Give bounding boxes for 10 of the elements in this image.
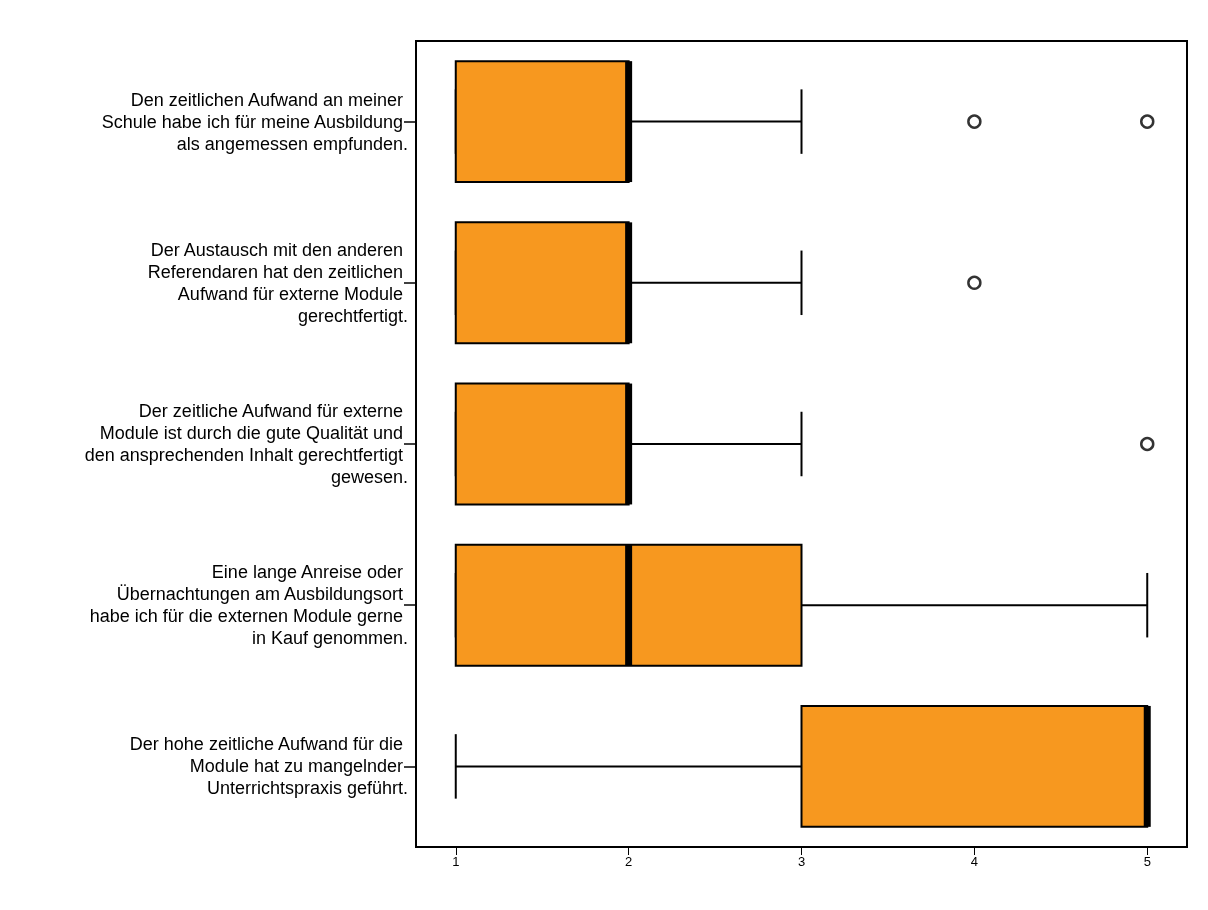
y-tick-label: Den zeitlichen Aufwand an meiner Schule habe ich für meine Ausbildung als angemessen empfunden. xyxy=(101,89,408,154)
x-tick-label: 4 xyxy=(970,854,978,869)
y-tick-label: Der hohe zeitliche Aufwand für die Module hat zu mangelnder Unterrichtspraxis geführt. xyxy=(129,734,408,799)
y-tick-label: Der Austausch mit den anderen Referendaren hat den zeitlichen Aufwand für externe Module gerechtfertigt. xyxy=(147,239,408,326)
x-tick-label: 2 xyxy=(625,854,633,869)
y-tick-label: Der zeitliche Aufwand für externe Module ist durch die gute Qualität und den ansprechenden Inhalt gerechtfertigt gewesen. xyxy=(84,401,408,487)
x-tick-label: 5 xyxy=(1143,854,1151,869)
x-tick-label: 1 xyxy=(452,854,460,869)
x-tick-label: 3 xyxy=(797,854,806,869)
y-tick-label: Eine lange Anreise oder Übernachtungen am Ausbildungsort habe ich für die externen Module gerne in Kauf genommen. xyxy=(89,562,408,649)
